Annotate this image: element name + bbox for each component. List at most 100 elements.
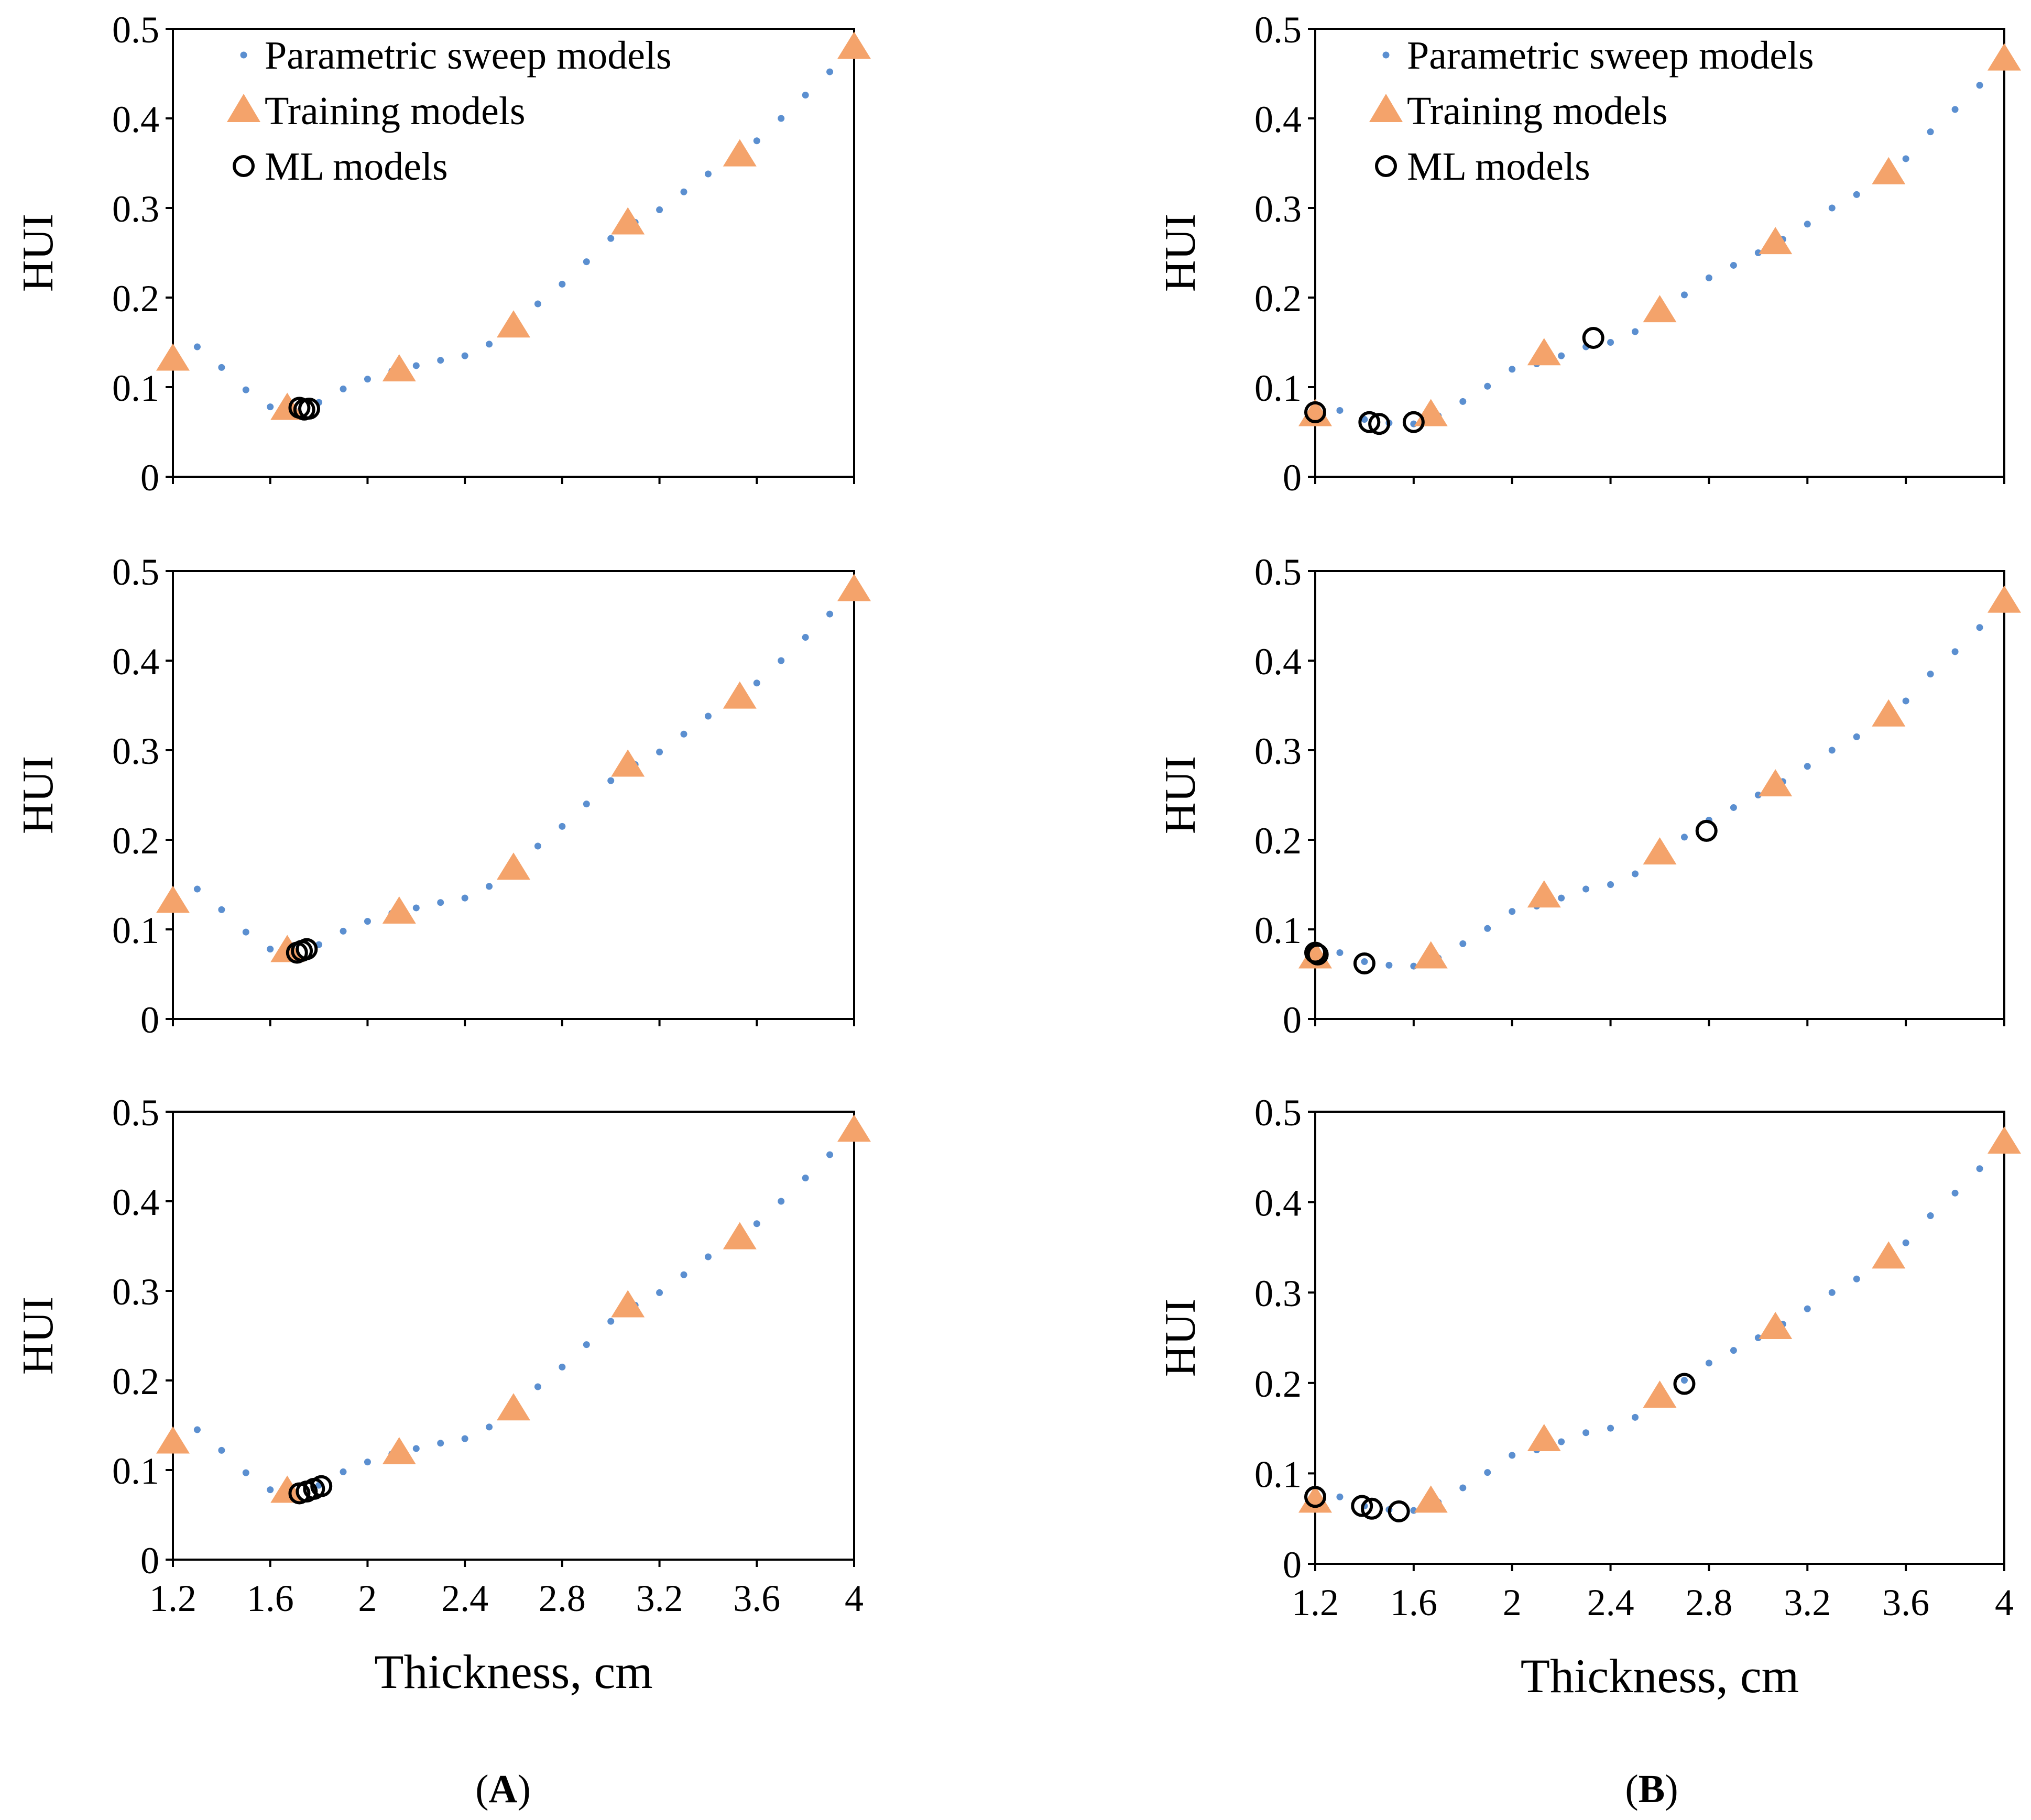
panel-label-a-letter: A <box>489 1767 518 1811</box>
sweep-point <box>826 610 834 618</box>
y-axis-label: HUI <box>14 756 62 834</box>
sweep-point <box>1459 1484 1467 1492</box>
plot-frame <box>1314 570 2005 1020</box>
training-point <box>723 139 757 167</box>
series-circle <box>286 938 318 964</box>
y-tick-label: 0.2 <box>112 1361 159 1402</box>
training-point <box>723 681 757 709</box>
sweep-point <box>1336 407 1344 414</box>
series-dot <box>1312 599 2008 970</box>
sweep-point <box>753 137 760 145</box>
sweep-point <box>1804 1305 1811 1312</box>
sweep-point <box>1632 870 1639 878</box>
sweep-point <box>778 1198 785 1205</box>
legend-label: Training models <box>265 89 526 133</box>
x-tick-label: 2.4 <box>1587 1582 1634 1624</box>
training-point <box>270 1475 304 1503</box>
sweep-point <box>412 1445 420 1452</box>
y-tick-label: 0 <box>140 999 159 1041</box>
sweep-point <box>1951 1189 1959 1197</box>
sweep-point <box>1976 82 1983 89</box>
x-tick-label: 4 <box>1995 1582 2014 1624</box>
panel-label-b: (B) <box>1625 1767 1678 1811</box>
sweep-point <box>1484 925 1491 932</box>
sweep-point <box>1804 221 1811 228</box>
sweep-point <box>534 842 541 850</box>
sweep-point <box>704 1253 712 1260</box>
training-point <box>497 852 530 880</box>
training-point <box>1298 1485 1332 1513</box>
sweep-point <box>583 1341 590 1348</box>
sweep-point <box>680 730 687 738</box>
y-tick-label: 0.4 <box>1254 641 1302 683</box>
y-axis-label: HUI <box>1156 1299 1205 1377</box>
panel-label-a: (A) <box>475 1767 531 1811</box>
ml-point <box>1306 943 1329 966</box>
sweep-point <box>193 1426 201 1433</box>
sweep-point <box>1607 339 1614 346</box>
y-tick-label: 0.2 <box>1254 820 1302 862</box>
sweep-point <box>1385 961 1393 969</box>
sweep-point <box>267 1486 274 1494</box>
series-circle <box>1304 1373 1696 1522</box>
sweep-point <box>1558 352 1565 359</box>
y-tick-label: 0.3 <box>1254 188 1302 230</box>
y-tick-label: 0 <box>1283 999 1302 1041</box>
x-tick-label: 1.2 <box>1292 1582 1339 1624</box>
sweep-point <box>437 1440 444 1447</box>
training-point <box>156 343 190 371</box>
training-point <box>1527 338 1561 366</box>
plot-frame <box>172 570 855 1020</box>
training-point <box>382 1437 416 1464</box>
sweep-point <box>486 341 493 348</box>
sweep-point <box>607 235 615 242</box>
x-axis-label: Thickness, cm <box>1521 1649 1799 1703</box>
training-point <box>382 896 416 924</box>
legend-sweep-marker <box>1382 51 1390 59</box>
plot-frame <box>172 1111 855 1561</box>
ml-point <box>296 938 318 960</box>
training-point <box>1643 1380 1677 1408</box>
training-point <box>1643 295 1677 323</box>
y-tick-label: 0.5 <box>1254 551 1302 593</box>
legend-sweep-marker <box>240 51 247 59</box>
sweep-point <box>1927 1212 1934 1219</box>
x-tick-label: 1.2 <box>149 1577 196 1619</box>
ml-point <box>1358 411 1381 433</box>
sweep-point <box>1680 291 1688 299</box>
training-point <box>837 574 871 601</box>
sweep-point <box>1754 249 1762 256</box>
sweep-point <box>583 801 590 808</box>
sweep-point <box>461 1435 468 1442</box>
y-tick-label: 0.4 <box>112 98 159 140</box>
sweep-point <box>340 1468 347 1475</box>
y-axis-label: HUI <box>14 214 62 292</box>
sweep-point <box>656 1289 663 1296</box>
sweep-point <box>778 657 785 664</box>
series-circle <box>1304 326 1604 435</box>
series-dot <box>169 587 858 956</box>
y-tick-label: 0.5 <box>112 1092 159 1134</box>
sweep-point <box>802 1175 809 1182</box>
sweep-point <box>1680 1377 1688 1384</box>
y-tick-label: 0.3 <box>112 1271 159 1313</box>
training-point <box>1988 43 2021 71</box>
sweep-point <box>1828 747 1836 754</box>
legend-training-marker <box>227 94 260 122</box>
plot-frame <box>1314 1111 2005 1565</box>
sweep-point <box>1336 1493 1344 1500</box>
sweep-point <box>242 1469 249 1476</box>
x-tick-label: 2.8 <box>539 1577 586 1619</box>
sweep-point <box>486 1423 493 1431</box>
x-tick-label: 3.6 <box>1882 1582 1929 1624</box>
y-axis-label: HUI <box>14 1297 62 1375</box>
training-point <box>1759 1312 1793 1339</box>
sweep-point <box>1607 881 1614 888</box>
sweep-point <box>607 777 615 784</box>
sweep-point <box>437 357 444 364</box>
y-tick-label: 0.1 <box>112 909 159 951</box>
training-point <box>611 207 645 235</box>
sweep-point <box>1558 894 1565 902</box>
sweep-point <box>1927 671 1934 678</box>
sweep-point <box>364 1459 371 1466</box>
